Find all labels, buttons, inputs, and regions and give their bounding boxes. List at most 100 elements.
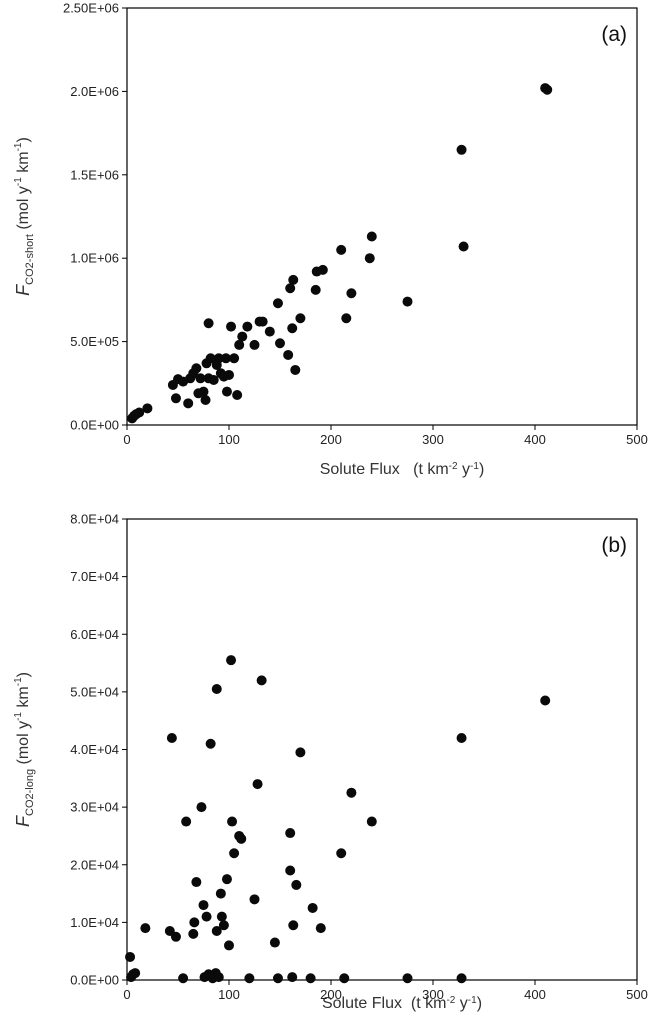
x-axis-unit-mid: y — [455, 995, 467, 1012]
data-point — [285, 865, 296, 876]
data-point — [205, 353, 216, 364]
data-point — [200, 394, 211, 405]
data-point — [201, 911, 212, 922]
data-point — [257, 316, 268, 327]
y-tick-label: 2.0E+04 — [70, 857, 119, 872]
data-point — [341, 313, 352, 324]
data-point — [285, 828, 296, 839]
data-point — [220, 353, 231, 364]
y-tick-label: 2.0E+06 — [70, 84, 119, 99]
y-tick-label: 1.5E+06 — [70, 167, 119, 182]
data-point — [287, 323, 298, 334]
y-tick-label: 5.0E+05 — [70, 334, 119, 349]
data-point — [456, 973, 467, 984]
data-point — [336, 244, 347, 255]
data-point — [226, 321, 237, 332]
y-axis-title-mid: km — [15, 151, 32, 177]
data-point — [272, 298, 283, 309]
y-tick-label: 1.0E+04 — [70, 915, 119, 930]
data-point — [191, 877, 202, 888]
y-tick-label: 7.0E+04 — [70, 569, 119, 584]
y-axis-title-sup1: -1 — [13, 712, 24, 721]
y-tick-label: 5.0E+04 — [70, 684, 119, 699]
data-point — [283, 349, 294, 360]
data-point — [244, 973, 255, 984]
scatter-panel-a: (a) Solute Flux (t km-2 y-1) FCO2-short … — [13, 1, 648, 479]
data-point — [366, 816, 377, 827]
x-tick-label: 100 — [218, 432, 240, 447]
data-point — [290, 364, 301, 375]
data-point — [188, 928, 199, 939]
panel-label-a: (a) — [601, 23, 627, 46]
data-point — [205, 738, 216, 749]
data-point — [125, 951, 136, 962]
x-axis-unit-tail: ) — [479, 461, 484, 478]
data-point — [203, 318, 214, 329]
data-point — [130, 968, 141, 979]
data-point — [178, 973, 189, 984]
data-point — [456, 144, 467, 155]
y-axis-title-sub: CO2-short — [24, 234, 36, 285]
y-tick-label: 4.0E+04 — [70, 742, 119, 757]
data-point — [142, 403, 153, 414]
data-point — [181, 816, 192, 827]
data-point — [252, 779, 263, 790]
x-axis-unit-sup2: -1 — [470, 461, 479, 472]
x-tick-label: 0 — [123, 987, 130, 1002]
x-axis-unit-sup2: -1 — [468, 995, 477, 1006]
data-point — [305, 973, 316, 984]
y-tick-label: 6.0E+04 — [70, 627, 119, 642]
data-point — [336, 848, 347, 859]
x-axis-unit-sup1: -2 — [446, 995, 455, 1006]
data-point — [140, 923, 151, 934]
x-axis-unit-mid: y — [458, 461, 470, 478]
x-axis-unit-tail: ) — [477, 995, 482, 1012]
data-point — [256, 675, 267, 686]
data-point — [224, 940, 234, 951]
data-point — [542, 84, 553, 95]
data-point — [134, 407, 145, 418]
data-point — [195, 373, 206, 384]
data-point — [269, 937, 280, 948]
data-point — [236, 833, 247, 844]
y-axis-title-italic: F — [13, 815, 33, 827]
data-point — [295, 747, 306, 758]
data-point — [307, 902, 318, 913]
data-point — [346, 787, 357, 798]
data-point — [198, 386, 209, 397]
data-point — [288, 274, 299, 285]
x-axis-unit-lead: (t km — [413, 461, 449, 478]
x-tick-label: 100 — [218, 987, 240, 1002]
y-axis-title-sup1: -1 — [13, 177, 24, 186]
x-tick-label: 500 — [626, 987, 648, 1002]
data-point — [402, 296, 413, 307]
data-point — [198, 900, 209, 911]
data-point — [196, 802, 207, 813]
y-tick-label: 0.0E+00 — [70, 973, 119, 988]
y-axis-title-lead: (mol y — [15, 186, 32, 234]
data-point — [295, 313, 306, 324]
x-tick-label: 400 — [524, 432, 546, 447]
x-tick-label: 300 — [422, 987, 444, 1002]
data-point — [264, 326, 275, 337]
data-point — [458, 241, 469, 252]
data-point — [364, 253, 375, 264]
data-point — [249, 894, 260, 905]
y-axis-title-tail: ) — [15, 672, 32, 677]
data-point — [189, 917, 200, 928]
data-point — [216, 911, 227, 922]
data-point — [208, 374, 219, 385]
data-point — [275, 338, 285, 349]
data-point — [249, 339, 260, 350]
x-tick-label: 400 — [524, 987, 546, 1002]
x-tick-label: 0 — [123, 432, 130, 447]
data-point — [229, 353, 240, 364]
data-point — [315, 923, 326, 934]
x-axis-unit-sup1: -2 — [449, 461, 458, 472]
data-point — [213, 972, 224, 983]
y-axis-title-italic: F — [13, 284, 33, 296]
data-point — [346, 288, 357, 299]
y-axis-title-a: FCO2-short (mol y-1 km-1) — [13, 137, 36, 296]
y-axis-title-sup2: -1 — [13, 142, 24, 151]
